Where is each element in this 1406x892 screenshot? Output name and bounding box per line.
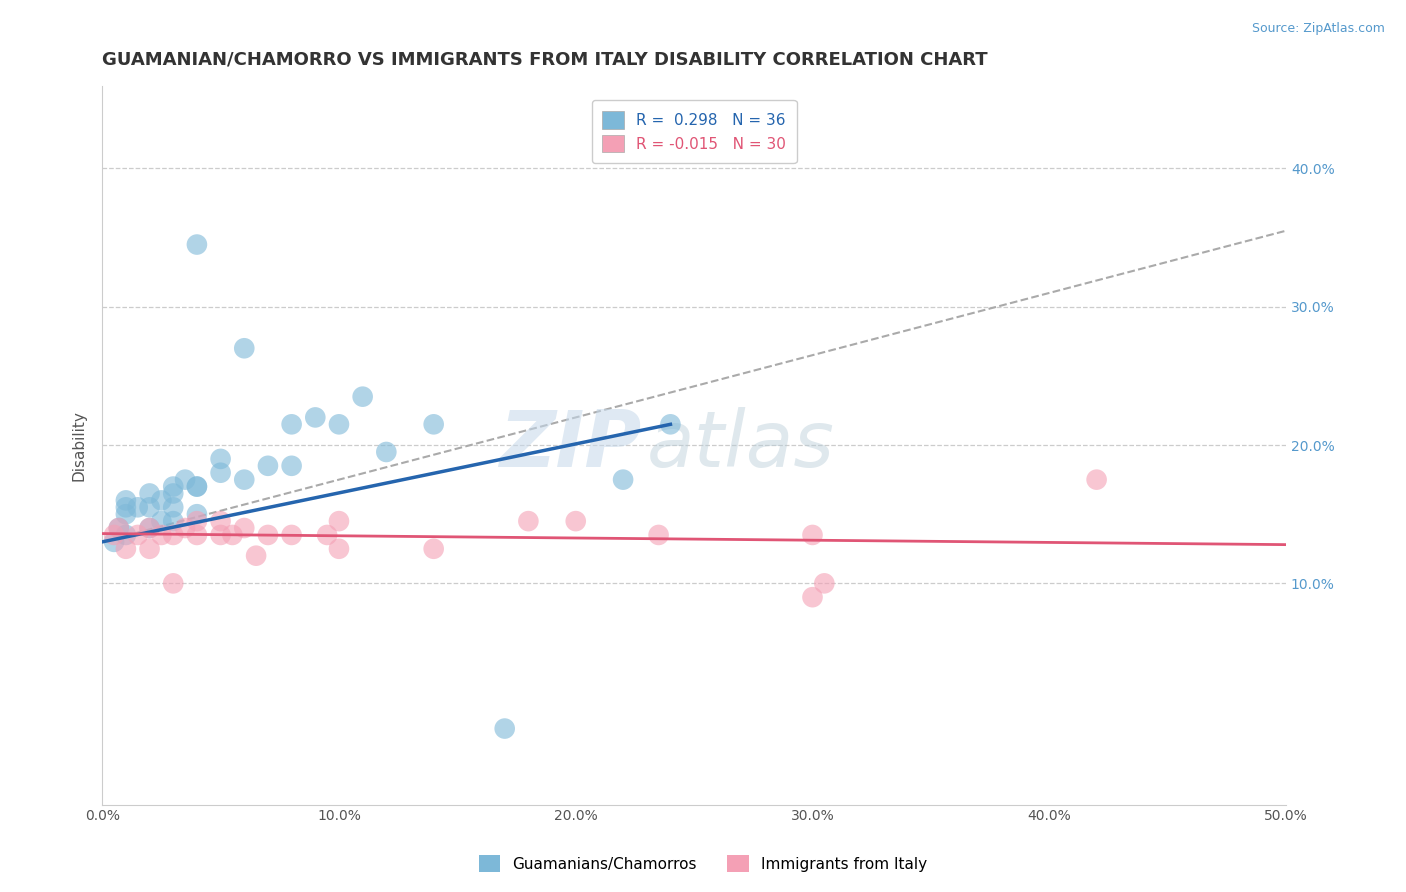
Point	[328, 514, 350, 528]
Point	[209, 451, 232, 466]
Point	[103, 534, 125, 549]
Point	[209, 466, 232, 480]
Point	[186, 479, 208, 493]
Legend: R =  0.298   N = 36, R = -0.015   N = 30: R = 0.298 N = 36, R = -0.015 N = 30	[592, 100, 797, 163]
Point	[103, 528, 125, 542]
Point	[316, 528, 339, 542]
Point	[517, 514, 540, 528]
Point	[186, 507, 208, 521]
Point	[245, 549, 267, 563]
Point	[494, 722, 516, 736]
Point	[186, 237, 208, 252]
Point	[162, 514, 184, 528]
Point	[233, 521, 256, 535]
Point	[162, 479, 184, 493]
Point	[186, 479, 208, 493]
Point	[233, 473, 256, 487]
Text: ZIP: ZIP	[499, 407, 641, 483]
Point	[801, 590, 824, 604]
Point	[209, 514, 232, 528]
Point	[612, 473, 634, 487]
Point	[422, 541, 444, 556]
Point	[138, 521, 160, 535]
Point	[375, 445, 398, 459]
Point	[257, 528, 280, 542]
Point	[233, 341, 256, 355]
Y-axis label: Disability: Disability	[72, 409, 86, 481]
Point	[115, 507, 138, 521]
Point	[813, 576, 835, 591]
Point	[115, 528, 138, 542]
Point	[280, 528, 302, 542]
Point	[659, 417, 682, 432]
Point	[162, 576, 184, 591]
Legend: Guamanians/Chamorros, Immigrants from Italy: Guamanians/Chamorros, Immigrants from It…	[471, 847, 935, 880]
Point	[328, 541, 350, 556]
Point	[150, 528, 173, 542]
Point	[138, 541, 160, 556]
Text: atlas: atlas	[647, 407, 835, 483]
Point	[174, 521, 197, 535]
Text: Source: ZipAtlas.com: Source: ZipAtlas.com	[1251, 22, 1385, 36]
Point	[801, 528, 824, 542]
Point	[304, 410, 326, 425]
Point	[221, 528, 243, 542]
Point	[138, 521, 160, 535]
Point	[564, 514, 586, 528]
Point	[328, 417, 350, 432]
Point	[127, 500, 149, 515]
Point	[162, 500, 184, 515]
Point	[115, 493, 138, 508]
Point	[115, 500, 138, 515]
Point	[107, 521, 129, 535]
Point	[352, 390, 374, 404]
Point	[422, 417, 444, 432]
Point	[186, 514, 208, 528]
Point	[257, 458, 280, 473]
Point	[1085, 473, 1108, 487]
Point	[280, 417, 302, 432]
Point	[209, 528, 232, 542]
Point	[186, 528, 208, 542]
Point	[150, 514, 173, 528]
Point	[115, 541, 138, 556]
Point	[127, 528, 149, 542]
Point	[280, 458, 302, 473]
Point	[138, 500, 160, 515]
Point	[162, 486, 184, 500]
Text: GUAMANIAN/CHAMORRO VS IMMIGRANTS FROM ITALY DISABILITY CORRELATION CHART: GUAMANIAN/CHAMORRO VS IMMIGRANTS FROM IT…	[103, 51, 988, 69]
Point	[138, 486, 160, 500]
Point	[174, 473, 197, 487]
Point	[107, 521, 129, 535]
Point	[150, 493, 173, 508]
Point	[647, 528, 669, 542]
Point	[162, 528, 184, 542]
